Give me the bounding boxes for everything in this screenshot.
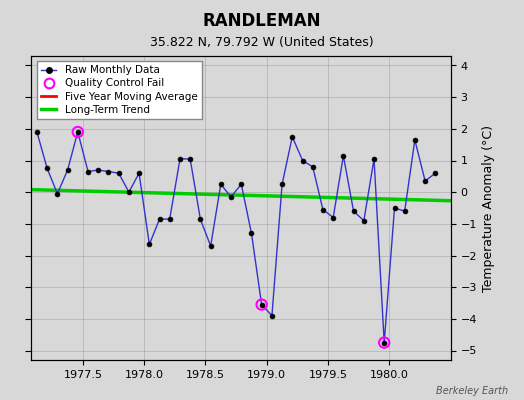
Raw Monthly Data — [44, 166, 50, 171]
Raw Monthly Data — [228, 194, 234, 199]
Legend: Raw Monthly Data, Quality Control Fail, Five Year Moving Average, Long-Term Tren: Raw Monthly Data, Quality Control Fail, … — [37, 61, 202, 119]
Raw Monthly Data — [74, 130, 81, 134]
Raw Monthly Data — [64, 168, 71, 172]
Text: 35.822 N, 79.792 W (United States): 35.822 N, 79.792 W (United States) — [150, 36, 374, 49]
Raw Monthly Data — [320, 207, 326, 212]
Raw Monthly Data — [340, 153, 346, 158]
Raw Monthly Data — [269, 313, 275, 318]
Quality Control Fail — [73, 129, 82, 135]
Raw Monthly Data — [401, 209, 408, 214]
Text: Berkeley Earth: Berkeley Earth — [436, 386, 508, 396]
Raw Monthly Data — [289, 134, 296, 139]
Raw Monthly Data — [136, 171, 142, 176]
Raw Monthly Data — [310, 164, 316, 169]
Raw Monthly Data — [351, 209, 357, 214]
Raw Monthly Data — [279, 182, 285, 187]
Raw Monthly Data — [177, 156, 183, 161]
Raw Monthly Data — [105, 169, 112, 174]
Raw Monthly Data — [381, 340, 387, 345]
Raw Monthly Data — [116, 171, 122, 176]
Raw Monthly Data — [330, 215, 336, 220]
Raw Monthly Data — [412, 138, 418, 142]
Raw Monthly Data — [258, 302, 265, 307]
Raw Monthly Data — [146, 242, 152, 247]
Y-axis label: Temperature Anomaly (°C): Temperature Anomaly (°C) — [483, 124, 495, 292]
Raw Monthly Data — [34, 130, 40, 134]
Raw Monthly Data — [95, 168, 101, 172]
Raw Monthly Data — [85, 169, 91, 174]
Raw Monthly Data — [432, 171, 439, 176]
Raw Monthly Data — [126, 190, 132, 194]
Raw Monthly Data — [238, 182, 244, 187]
Text: RANDLEMAN: RANDLEMAN — [203, 12, 321, 30]
Raw Monthly Data — [54, 191, 61, 196]
Raw Monthly Data — [422, 179, 428, 184]
Line: Raw Monthly Data: Raw Monthly Data — [35, 130, 438, 345]
Raw Monthly Data — [361, 218, 367, 223]
Raw Monthly Data — [167, 217, 173, 222]
Raw Monthly Data — [208, 244, 214, 248]
Raw Monthly Data — [197, 217, 203, 222]
Raw Monthly Data — [217, 182, 224, 187]
Raw Monthly Data — [391, 206, 398, 210]
Quality Control Fail — [257, 301, 266, 308]
Raw Monthly Data — [187, 156, 193, 161]
Quality Control Fail — [380, 339, 388, 346]
Raw Monthly Data — [371, 156, 377, 161]
Raw Monthly Data — [156, 217, 162, 222]
Raw Monthly Data — [299, 158, 305, 163]
Raw Monthly Data — [248, 231, 255, 236]
